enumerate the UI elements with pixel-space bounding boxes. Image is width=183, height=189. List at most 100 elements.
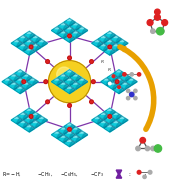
Polygon shape: [23, 46, 29, 51]
Polygon shape: [39, 40, 47, 43]
Polygon shape: [14, 76, 20, 81]
Polygon shape: [82, 29, 88, 34]
Polygon shape: [27, 40, 35, 43]
Polygon shape: [73, 82, 81, 86]
Polygon shape: [57, 29, 63, 34]
Circle shape: [151, 146, 155, 151]
Polygon shape: [11, 116, 23, 124]
Polygon shape: [73, 23, 81, 26]
Polygon shape: [116, 174, 122, 178]
Polygon shape: [2, 78, 13, 85]
Polygon shape: [58, 127, 69, 134]
Polygon shape: [116, 46, 122, 51]
Polygon shape: [116, 122, 122, 128]
Polygon shape: [110, 36, 122, 43]
Polygon shape: [58, 74, 69, 81]
Polygon shape: [113, 78, 125, 85]
Circle shape: [44, 80, 48, 84]
Text: R: R: [101, 60, 104, 64]
Circle shape: [115, 80, 119, 84]
Circle shape: [112, 75, 115, 77]
Polygon shape: [27, 108, 35, 112]
Polygon shape: [30, 121, 41, 128]
Polygon shape: [29, 50, 35, 55]
Polygon shape: [97, 119, 103, 124]
Polygon shape: [14, 40, 23, 43]
Polygon shape: [73, 135, 81, 139]
Polygon shape: [18, 78, 26, 82]
Polygon shape: [119, 88, 125, 94]
Polygon shape: [55, 78, 63, 82]
Polygon shape: [76, 76, 81, 81]
Polygon shape: [24, 31, 35, 39]
Polygon shape: [63, 137, 69, 143]
Polygon shape: [113, 36, 122, 39]
Polygon shape: [67, 35, 75, 39]
Circle shape: [68, 104, 71, 107]
Polygon shape: [29, 119, 35, 124]
Polygon shape: [110, 50, 115, 55]
Polygon shape: [20, 112, 29, 116]
Circle shape: [130, 73, 133, 76]
Polygon shape: [129, 78, 137, 82]
Circle shape: [51, 63, 88, 100]
Polygon shape: [51, 78, 63, 85]
Text: $-$CF$_3$: $-$CF$_3$: [90, 170, 104, 179]
Polygon shape: [30, 112, 41, 120]
Polygon shape: [64, 123, 75, 130]
Polygon shape: [125, 76, 131, 81]
Circle shape: [126, 89, 130, 93]
Circle shape: [48, 61, 91, 103]
Polygon shape: [63, 129, 69, 134]
Polygon shape: [70, 127, 81, 134]
Circle shape: [155, 9, 160, 15]
Text: R: R: [108, 68, 111, 72]
Polygon shape: [58, 135, 69, 143]
Polygon shape: [64, 19, 75, 26]
Polygon shape: [36, 116, 47, 124]
Polygon shape: [76, 25, 81, 30]
Polygon shape: [116, 170, 122, 174]
Circle shape: [68, 56, 71, 60]
Polygon shape: [14, 84, 20, 89]
Polygon shape: [29, 127, 35, 132]
Circle shape: [29, 115, 33, 118]
Circle shape: [56, 69, 83, 95]
Circle shape: [68, 34, 71, 38]
Polygon shape: [24, 48, 35, 55]
Circle shape: [160, 29, 164, 33]
Polygon shape: [104, 116, 115, 124]
Polygon shape: [98, 44, 109, 51]
Polygon shape: [104, 46, 109, 51]
Circle shape: [59, 71, 80, 92]
Polygon shape: [98, 36, 109, 43]
Polygon shape: [76, 137, 81, 143]
Polygon shape: [51, 27, 63, 34]
Polygon shape: [26, 84, 32, 89]
Polygon shape: [73, 31, 81, 35]
Circle shape: [134, 96, 137, 100]
Text: $-$CH$_3$,: $-$CH$_3$,: [37, 170, 53, 178]
Polygon shape: [101, 36, 109, 39]
Polygon shape: [14, 116, 23, 120]
Polygon shape: [70, 31, 81, 38]
Polygon shape: [27, 31, 35, 35]
Polygon shape: [63, 25, 69, 30]
Polygon shape: [110, 42, 115, 47]
Circle shape: [64, 76, 75, 87]
Polygon shape: [29, 33, 35, 39]
Polygon shape: [110, 44, 122, 51]
Polygon shape: [39, 116, 47, 120]
Polygon shape: [61, 135, 69, 139]
Polygon shape: [70, 135, 81, 143]
Polygon shape: [58, 23, 69, 30]
Polygon shape: [107, 82, 118, 89]
Polygon shape: [107, 116, 115, 120]
Polygon shape: [104, 122, 109, 128]
Polygon shape: [79, 27, 88, 30]
Polygon shape: [73, 127, 81, 131]
Polygon shape: [17, 36, 29, 43]
Polygon shape: [36, 114, 41, 120]
Polygon shape: [8, 74, 20, 81]
Polygon shape: [14, 78, 26, 85]
